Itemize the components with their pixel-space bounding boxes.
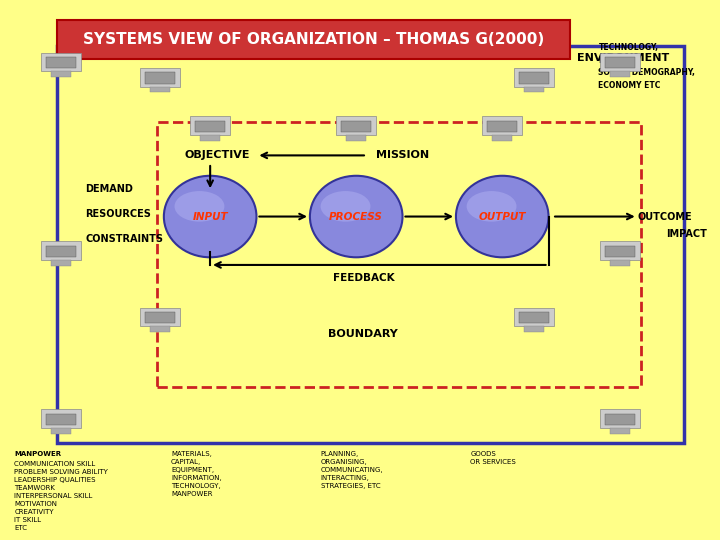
Ellipse shape [467,191,516,221]
FancyBboxPatch shape [140,308,180,326]
FancyBboxPatch shape [40,241,81,260]
FancyBboxPatch shape [600,241,640,260]
Ellipse shape [456,176,549,257]
FancyBboxPatch shape [50,71,71,77]
Text: SYSTEMS VIEW OF ORGANIZATION – THOMAS G(2000): SYSTEMS VIEW OF ORGANIZATION – THOMAS G(… [83,32,544,47]
Ellipse shape [174,191,225,221]
FancyBboxPatch shape [200,135,220,141]
Text: BOUNDARY: BOUNDARY [328,329,398,339]
Text: TECHNOLOGY,
POLITIC,
SOCIAL DEMOGRAPHY,
ECONOMY ETC: TECHNOLOGY, POLITIC, SOCIAL DEMOGRAPHY, … [598,43,696,90]
Bar [57,46,684,443]
FancyBboxPatch shape [150,326,170,332]
Text: MATERIALS,
CAPITAL,
EQUIPMENT,
INFORMATION,
TECHNOLOGY,
MANPOWER: MATERIALS, CAPITAL, EQUIPMENT, INFORMATI… [171,451,222,497]
Text: OBJECTIVE: OBJECTIVE [184,151,250,160]
FancyBboxPatch shape [519,72,549,84]
FancyBboxPatch shape [40,409,81,428]
FancyBboxPatch shape [610,71,630,77]
FancyBboxPatch shape [145,312,175,323]
FancyBboxPatch shape [610,428,630,434]
FancyBboxPatch shape [519,312,549,323]
Bar [157,122,642,387]
Text: MANPOWER: MANPOWER [14,451,61,457]
Ellipse shape [164,176,256,257]
Ellipse shape [320,191,371,221]
FancyBboxPatch shape [487,121,517,132]
Text: CONSTRAINTS: CONSTRAINTS [86,234,163,245]
FancyBboxPatch shape [190,117,230,135]
FancyBboxPatch shape [40,53,81,71]
Text: RESOURCES: RESOURCES [86,209,151,219]
FancyBboxPatch shape [524,86,544,92]
FancyBboxPatch shape [514,68,554,86]
FancyBboxPatch shape [336,117,376,135]
FancyBboxPatch shape [346,135,366,141]
Text: PLANNING,
ORGANISING,
COMMUNICATING,
INTERACTING,
STRATEGIES, ETC: PLANNING, ORGANISING, COMMUNICATING, INT… [320,451,383,489]
FancyBboxPatch shape [45,414,76,425]
FancyBboxPatch shape [341,121,372,132]
Text: PROCESS: PROCESS [329,212,383,221]
Text: OUTPUT: OUTPUT [479,212,526,221]
Text: FEEDBACK: FEEDBACK [333,273,394,282]
FancyBboxPatch shape [600,53,640,71]
Text: COMMUNICATION SKILL
PROBLEM SOLVING ABILITY
LEADERSHIP QUALITIES
TEAMWORK
INTERP: COMMUNICATION SKILL PROBLEM SOLVING ABIL… [14,461,108,531]
FancyBboxPatch shape [514,308,554,326]
FancyBboxPatch shape [150,86,170,92]
FancyBboxPatch shape [140,68,180,86]
FancyBboxPatch shape [524,326,544,332]
FancyBboxPatch shape [50,260,71,266]
FancyBboxPatch shape [195,121,225,132]
Text: INPUT: INPUT [192,212,228,221]
Text: IMPACT: IMPACT [666,230,707,239]
Text: MISSION: MISSION [376,151,429,160]
Text: OUTCOME: OUTCOME [638,212,692,221]
FancyBboxPatch shape [605,414,635,425]
FancyBboxPatch shape [45,57,76,69]
FancyBboxPatch shape [605,57,635,69]
FancyBboxPatch shape [610,260,630,266]
FancyBboxPatch shape [145,72,175,84]
FancyBboxPatch shape [482,117,522,135]
Text: GOODS
OR SERVICES: GOODS OR SERVICES [470,451,516,465]
Text: DEMAND: DEMAND [86,184,133,193]
FancyBboxPatch shape [45,246,76,257]
FancyBboxPatch shape [492,135,512,141]
FancyBboxPatch shape [50,428,71,434]
FancyBboxPatch shape [600,409,640,428]
FancyBboxPatch shape [605,246,635,257]
Text: ENVIRONMENT: ENVIRONMENT [577,53,670,64]
FancyBboxPatch shape [57,21,570,59]
Ellipse shape [310,176,402,257]
